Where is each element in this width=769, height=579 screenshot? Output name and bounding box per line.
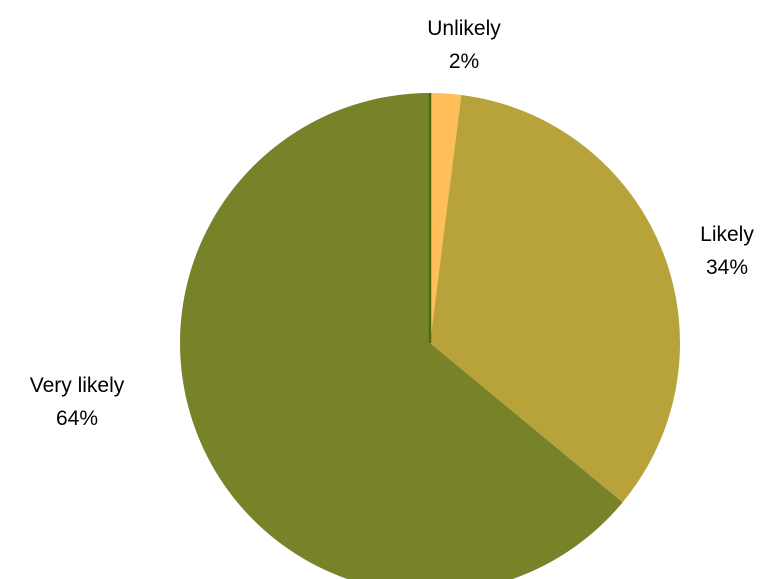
pie-slices (180, 93, 681, 579)
slice-value-unlikely: 2% (449, 50, 479, 73)
slice-label-unlikely: Unlikely (427, 17, 501, 40)
pie-slice-unlikely (430, 93, 462, 343)
pie-slice-very-likely (180, 93, 623, 579)
slice-value-likely: 34% (706, 256, 748, 279)
pie-slice-likely (430, 94, 681, 503)
slice-label-likely: Likely (700, 223, 754, 246)
slice-label-very-likely: Very likely (30, 374, 125, 397)
slice-value-very-likely: 64% (56, 407, 98, 430)
